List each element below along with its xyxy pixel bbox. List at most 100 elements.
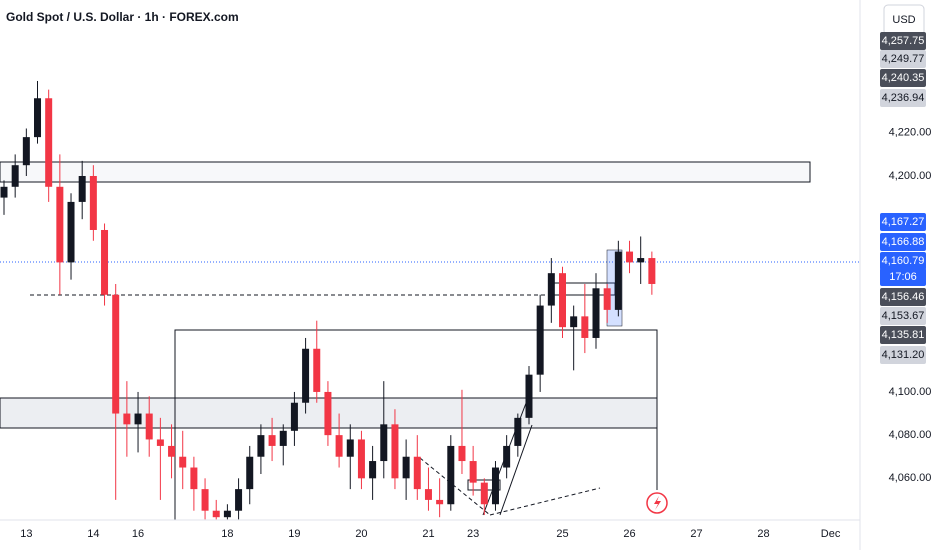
x-tick-label: 20 (355, 528, 367, 540)
y-tick-label: 4,100.00 (889, 386, 932, 398)
candle-body (112, 294, 120, 414)
candle-body (45, 98, 53, 187)
candle-body (268, 435, 276, 446)
price-badge (880, 346, 926, 364)
price-badge-label: 4,156.46 (882, 291, 925, 303)
candle-body (525, 374, 533, 418)
candle-body (0, 186, 8, 198)
x-tick-label: 14 (87, 528, 99, 540)
x-tick-label: 21 (422, 528, 434, 540)
candle-body (491, 467, 499, 505)
x-tick-label: 23 (467, 528, 479, 540)
candles (0, 80, 656, 520)
x-tick-label: Dec (821, 528, 841, 540)
candle-body (89, 175, 97, 230)
price-badge (880, 233, 926, 251)
candle-body (11, 165, 19, 187)
x-tick-label: 13 (20, 528, 32, 540)
candle-body (447, 445, 455, 505)
price-badge (880, 268, 926, 286)
candle-body (469, 461, 477, 483)
price-badge-label: 4,131.20 (882, 349, 925, 361)
candle-body (134, 413, 142, 425)
candle-body (168, 445, 176, 457)
candle-body (34, 98, 42, 138)
x-tick-label: 25 (556, 528, 568, 540)
candle-body (335, 435, 343, 457)
x-tick-label: 27 (690, 528, 702, 540)
candle-body (503, 445, 511, 468)
price-badge-label: 4,240.35 (882, 72, 925, 84)
candle-body (156, 439, 164, 446)
candle-body (235, 489, 243, 511)
price-badge (880, 252, 926, 270)
dashed-trend (419, 457, 491, 516)
candle-body (302, 348, 310, 403)
candle-body (67, 201, 75, 263)
candle-body (201, 489, 209, 511)
y-tick-label: 4,080.00 (889, 429, 932, 441)
price-badge (880, 213, 926, 231)
candle-body (190, 467, 198, 490)
candle-body (123, 413, 131, 425)
candle-body (223, 510, 231, 518)
candle-body (559, 273, 566, 328)
candle-body (391, 424, 399, 479)
candle-body (637, 258, 645, 263)
candle-body (581, 316, 589, 338)
candle-body (22, 137, 30, 166)
price-badge (880, 32, 926, 50)
price-badge (880, 89, 926, 107)
candle-body (380, 424, 388, 462)
price-badge-label: 17:06 (889, 271, 917, 283)
price-badge-label: 4,160.79 (882, 255, 925, 267)
candle-body (536, 305, 544, 375)
candle-body (78, 175, 86, 202)
x-tick-label: 19 (288, 528, 300, 540)
candle-body (626, 251, 634, 263)
candle-body (514, 417, 522, 446)
range-box (174, 329, 658, 520)
candle-body (145, 413, 153, 440)
candle-body (480, 482, 488, 505)
price-badge (880, 288, 926, 306)
candle-body (592, 288, 600, 338)
x-tick-label: 18 (221, 528, 233, 540)
candle-body (56, 186, 64, 263)
candle-body (369, 461, 377, 479)
candle-body (413, 456, 421, 490)
candle-body (212, 510, 220, 518)
x-tick-label: 16 (132, 528, 144, 540)
candle-body (424, 489, 432, 500)
currency-label: USD (892, 14, 915, 26)
y-tick-label: 4,060.00 (889, 472, 932, 484)
price-badge (880, 326, 926, 344)
price-badge-label: 4,166.88 (882, 236, 925, 248)
price-badge (880, 50, 926, 68)
price-badge-label: 4,236.94 (882, 92, 925, 104)
candle-body (402, 456, 410, 479)
candle-body (246, 456, 254, 490)
candle-body (603, 288, 611, 310)
candle-body (313, 348, 321, 392)
resistance-box (0, 161, 811, 183)
y-tick-label: 4,220.00 (889, 127, 932, 139)
price-badge-label: 4,135.81 (882, 329, 925, 341)
candle-body (614, 251, 622, 310)
dashed-trend (489, 487, 601, 516)
candle-body (290, 402, 298, 431)
candle-body (458, 445, 466, 462)
price-badge-label: 4,167.27 (882, 216, 925, 228)
chart-title: Gold Spot / U.S. Dollar · 1h · FOREX.com (6, 10, 239, 24)
candle-body (257, 435, 265, 457)
price-badge (880, 69, 926, 87)
y-tick-label: 4,200.00 (889, 170, 932, 182)
price-badge (880, 307, 926, 325)
candle-body (279, 430, 287, 446)
x-tick-label: 26 (623, 528, 635, 540)
candle-body (648, 258, 656, 284)
candle-body (436, 499, 444, 505)
